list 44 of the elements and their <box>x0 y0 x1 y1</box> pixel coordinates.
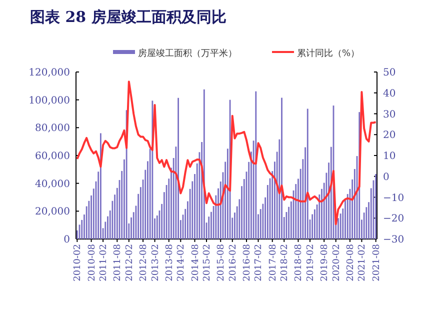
x-tick-label: 2010-02 <box>73 244 84 282</box>
x-tick-label: 2012-08 <box>139 244 150 282</box>
y-tick-label: 60,000 <box>35 151 70 162</box>
y2-tick-label: 30 <box>383 109 396 120</box>
y2-tick-label: −20 <box>383 214 404 225</box>
chart-title: 图表 28 房屋竣工面积及同比 <box>30 8 226 26</box>
x-tick-label: 2021-08 <box>372 244 382 282</box>
x-tick-label: 2010-08 <box>87 244 98 282</box>
x-tick-label: 2019-08 <box>320 244 330 282</box>
x-tick-label: 2011-02 <box>99 244 110 282</box>
x-tick-label: 2012-02 <box>124 244 135 282</box>
y2-tick-label: 50 <box>383 68 396 78</box>
x-tick-label: 2015-08 <box>216 244 227 282</box>
x-tick-label: 2013-02 <box>150 244 161 282</box>
x-tick-label: 2011-08 <box>113 244 124 282</box>
x-tick-label: 2017-08 <box>268 244 278 282</box>
y-tick-label: 0 <box>64 234 70 246</box>
y-tick-label: 100,000 <box>28 95 70 106</box>
legend-label: 累计同比（%） <box>297 48 360 59</box>
x-tick-label: 2014-08 <box>190 244 201 282</box>
y2-tick-label: 20 <box>383 130 396 142</box>
y2-tick-label: −10 <box>383 192 404 204</box>
x-tick-label: 2015-02 <box>202 244 213 282</box>
y-tick-label: 80,000 <box>35 123 70 134</box>
line-series <box>76 80 377 226</box>
y-tick-label: 40,000 <box>35 178 70 190</box>
x-tick-label: 2018-02 <box>280 244 290 282</box>
x-tick-label: 2016-02 <box>228 244 238 282</box>
x-tick-label: 2016-08 <box>242 244 252 282</box>
y2-tick-label: 0 <box>383 172 390 183</box>
x-tick-label: 2019-02 <box>306 244 316 282</box>
x-tick-label: 2020-02 <box>332 244 342 282</box>
x-tick-label: 2017-02 <box>254 244 264 282</box>
legend-label: 房屋竣工面积（万平米） <box>138 48 237 59</box>
x-tick-label: 2021-02 <box>358 244 368 282</box>
y2-tick-label: −30 <box>383 234 404 246</box>
y-tick-label: 20,000 <box>35 206 70 218</box>
x-tick-label: 2018-08 <box>294 244 304 282</box>
y2-tick-label: 10 <box>383 151 396 162</box>
y-tick-label: 120,000 <box>28 68 70 78</box>
y2-tick-label: 40 <box>383 88 396 100</box>
x-tick-label: 2013-08 <box>164 244 175 282</box>
x-tick-label: 2014-02 <box>176 244 187 282</box>
x-tick-label: 2020-08 <box>346 244 356 282</box>
